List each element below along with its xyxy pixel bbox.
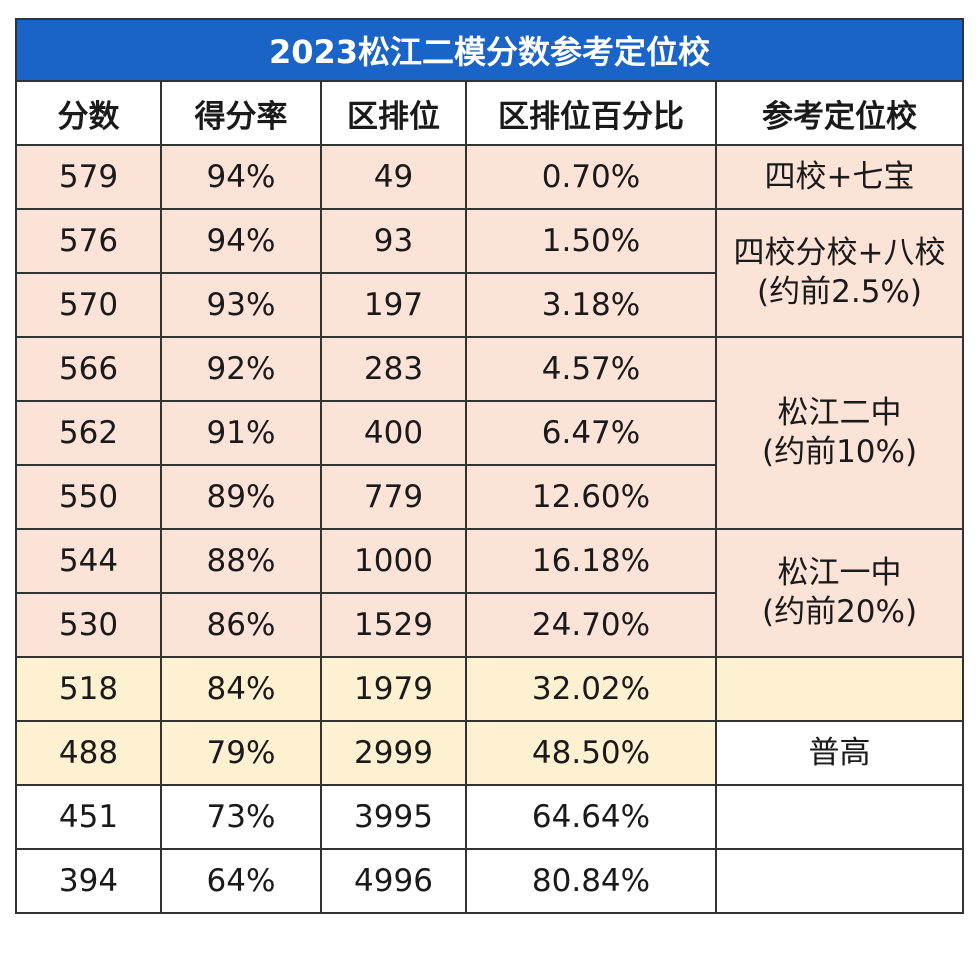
cell-score: 579 bbox=[15, 144, 162, 210]
cell-percent: 4.57% bbox=[465, 336, 717, 402]
table-row: 518 84% 1979 32.02% bbox=[15, 656, 965, 722]
cell-school: 四校分校+八校 (约前2.5%) bbox=[714, 208, 965, 338]
school-note: (约前20%) bbox=[761, 594, 918, 630]
school-note: (约前2.5%) bbox=[757, 274, 922, 310]
score-table: 2023松江二模分数参考定位校 分数 得分率 区排位 区排位百分比 参考定位校 … bbox=[14, 18, 965, 914]
cell-rank: 779 bbox=[320, 464, 467, 530]
cell-percent: 3.18% bbox=[465, 272, 717, 338]
school-label: 松江一中 bbox=[777, 555, 902, 592]
cell-rank: 197 bbox=[320, 272, 467, 338]
header-rank: 区排位 bbox=[320, 80, 467, 146]
cell-percent: 32.02% bbox=[465, 656, 717, 722]
header-score: 分数 bbox=[15, 80, 162, 146]
cell-school bbox=[714, 784, 965, 850]
cell-rate: 91% bbox=[160, 400, 322, 466]
cell-percent: 80.84% bbox=[465, 848, 717, 914]
cell-rank: 93 bbox=[320, 208, 467, 274]
cell-rate: 89% bbox=[160, 464, 322, 530]
cell-rank: 1529 bbox=[320, 592, 467, 658]
cell-rank: 283 bbox=[320, 336, 467, 402]
cell-percent: 0.70% bbox=[465, 144, 717, 210]
table-row: 576 94% 93 1.50% 四校分校+八校 (约前2.5%) bbox=[15, 208, 965, 338]
cell-score: 576 bbox=[15, 208, 162, 274]
cell-score: 488 bbox=[15, 720, 162, 786]
school-label: 松江二中 bbox=[777, 395, 902, 432]
table-row: 562 91% 400 6.47% bbox=[15, 400, 963, 466]
cell-rate: 88% bbox=[160, 528, 322, 594]
cell-percent: 48.50% bbox=[465, 720, 717, 786]
cell-percent: 24.70% bbox=[465, 592, 717, 658]
cell-rank: 1979 bbox=[320, 656, 467, 722]
cell-percent: 1.50% bbox=[465, 208, 717, 274]
table-row: 394 64% 4996 80.84% bbox=[15, 848, 965, 914]
table-row: 451 73% 3995 64.64% bbox=[15, 784, 965, 850]
table-title: 2023松江二模分数参考定位校 bbox=[14, 18, 965, 82]
cell-rank: 4996 bbox=[320, 848, 467, 914]
cell-rank: 1000 bbox=[320, 528, 467, 594]
cell-rate: 79% bbox=[160, 720, 322, 786]
cell-percent: 64.64% bbox=[465, 784, 717, 850]
cell-rate: 94% bbox=[160, 144, 322, 210]
cell-score: 530 bbox=[15, 592, 162, 658]
table-row: 579 94% 49 0.70% 四校+七宝 bbox=[15, 144, 965, 210]
cell-school bbox=[714, 656, 965, 722]
cell-rate: 92% bbox=[160, 336, 322, 402]
header-percent: 区排位百分比 bbox=[465, 80, 717, 146]
cell-score: 566 bbox=[15, 336, 162, 402]
cell-rate: 73% bbox=[160, 784, 322, 850]
cell-rank: 400 bbox=[320, 400, 467, 466]
cell-school: 普高 bbox=[714, 720, 965, 786]
header-school: 参考定位校 bbox=[714, 80, 965, 146]
table-row: 566 92% 283 4.57% 松江二中 (约前10%) bbox=[15, 336, 965, 530]
header-row: 分数 得分率 区排位 区排位百分比 参考定位校 bbox=[15, 80, 965, 146]
cell-rate: 84% bbox=[160, 656, 322, 722]
school-label: 四校+七宝 bbox=[764, 158, 915, 195]
cell-score: 544 bbox=[15, 528, 162, 594]
cell-school: 四校+七宝 bbox=[714, 144, 965, 210]
table-row: 570 93% 197 3.18% bbox=[15, 272, 963, 338]
score-table-container: 2023松江二模分数参考定位校 分数 得分率 区排位 区排位百分比 参考定位校 … bbox=[14, 18, 965, 914]
cell-score: 518 bbox=[15, 656, 162, 722]
cell-school bbox=[714, 848, 965, 914]
cell-rate: 93% bbox=[160, 272, 322, 338]
cell-score: 451 bbox=[15, 784, 162, 850]
school-label: 普高 bbox=[808, 734, 871, 771]
cell-score: 550 bbox=[15, 464, 162, 530]
cell-rate: 86% bbox=[160, 592, 322, 658]
cell-percent: 12.60% bbox=[465, 464, 717, 530]
cell-rate: 94% bbox=[160, 208, 322, 274]
cell-school: 松江二中 (约前10%) bbox=[714, 336, 965, 530]
cell-score: 562 bbox=[15, 400, 162, 466]
cell-percent: 16.18% bbox=[465, 528, 717, 594]
school-label: 四校分校+八校 bbox=[733, 235, 946, 272]
cell-school: 松江一中 (约前20%) bbox=[714, 528, 965, 658]
table-row: 530 86% 1529 24.70% bbox=[15, 592, 963, 658]
header-rate: 得分率 bbox=[160, 80, 322, 146]
cell-percent: 6.47% bbox=[465, 400, 717, 466]
cell-rank: 49 bbox=[320, 144, 467, 210]
cell-score: 570 bbox=[15, 272, 162, 338]
cell-rank: 3995 bbox=[320, 784, 467, 850]
school-note: (约前10%) bbox=[761, 434, 918, 470]
table-row: 488 79% 2999 48.50% 普高 bbox=[15, 720, 965, 786]
table-row: 550 89% 779 12.60% bbox=[15, 464, 963, 530]
cell-rate: 64% bbox=[160, 848, 322, 914]
table-row: 544 88% 1000 16.18% 松江一中 (约前20%) bbox=[15, 528, 965, 658]
cell-score: 394 bbox=[15, 848, 162, 914]
cell-rank: 2999 bbox=[320, 720, 467, 786]
